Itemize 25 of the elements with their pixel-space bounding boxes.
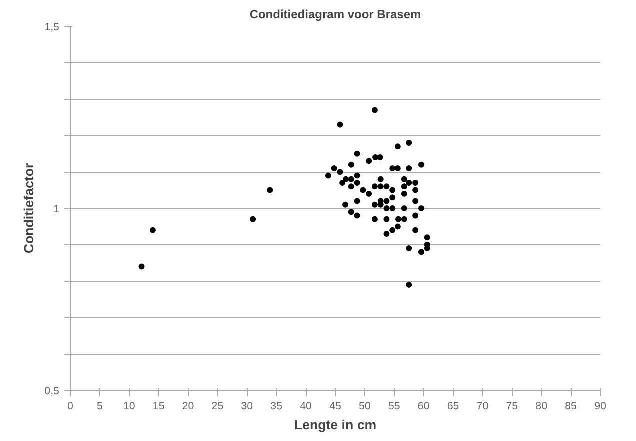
- x-tick-label: 70: [476, 400, 489, 412]
- x-tick-label: 90: [594, 400, 606, 412]
- x-tick-label: 35: [270, 400, 283, 412]
- y-tick-label: 1,5: [44, 22, 60, 34]
- x-tick-label: 85: [565, 400, 578, 412]
- x-tick-label: 10: [123, 400, 136, 412]
- x-tick-label: 50: [359, 400, 371, 412]
- x-tick-label: 65: [447, 400, 460, 412]
- x-tick-label: 80: [536, 400, 548, 412]
- x-tick-label: 20: [182, 400, 194, 412]
- chart-title: Conditiediagram voor Brasem: [250, 8, 422, 22]
- x-tick-label: 15: [152, 400, 165, 412]
- x-tick-label: 60: [418, 400, 430, 412]
- y-axis-title: Conditiefactor: [22, 163, 37, 254]
- x-tick-label: 40: [300, 400, 312, 412]
- x-axis-title: Lengte in cm: [294, 418, 377, 432]
- x-tick-label: 5: [96, 400, 103, 412]
- x-tick-label: 55: [388, 400, 400, 412]
- y-tick-label: 1: [54, 204, 60, 216]
- x-tick-label: 30: [241, 400, 254, 412]
- x-tick-label: 25: [212, 400, 224, 412]
- x-tick-label: 0: [68, 400, 74, 412]
- x-tick-label: 45: [330, 400, 342, 412]
- y-tick-label: 0,5: [44, 386, 60, 398]
- x-tick-label: 75: [506, 400, 518, 412]
